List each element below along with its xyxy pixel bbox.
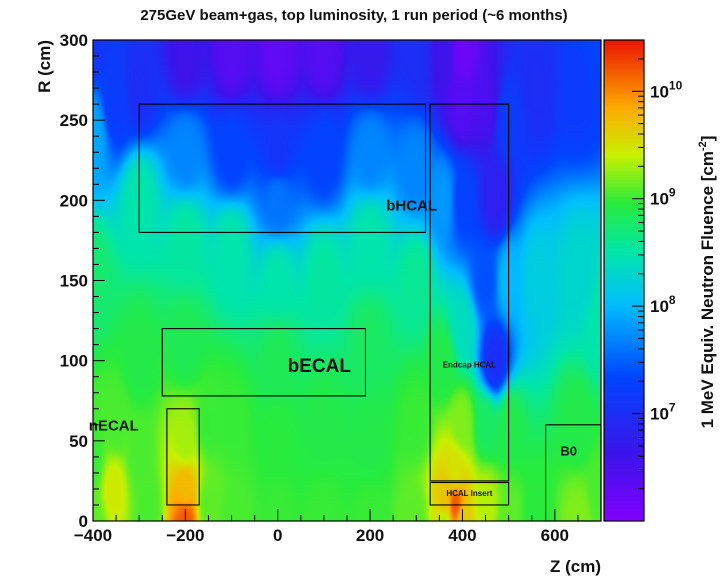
- y-tick-label: 200: [60, 191, 88, 210]
- y-tick-label: 150: [60, 272, 88, 291]
- colorbar-tick-exp: 9: [669, 186, 676, 200]
- x-tick-label: 600: [541, 526, 569, 545]
- region-box-hcal-insert: [429, 481, 510, 506]
- x-axis-label: Z (cm): [550, 557, 601, 576]
- fluence-heatmap: [93, 40, 601, 521]
- region-box-becal: [161, 328, 367, 397]
- colorbar-frame: [603, 39, 645, 522]
- x-axis-ticks: −400 −200 0 200 400 600: [74, 509, 602, 545]
- x-tick-label: 400: [448, 526, 476, 545]
- y-tick-label: 300: [60, 31, 88, 50]
- region-label-necal: nECAL: [89, 417, 139, 434]
- plot-area: [92, 39, 602, 522]
- colorbar-tick-base: 10: [650, 82, 669, 101]
- x-tick-label: −400: [74, 526, 112, 545]
- region-label-bhcal: bHCAL: [386, 198, 437, 215]
- region-box-b0: [545, 424, 602, 522]
- colorbar-tick-label: 1010: [650, 78, 683, 101]
- y-tick-label: 50: [69, 432, 88, 451]
- region-label-b0: B0: [560, 443, 577, 458]
- y-tick-label: 100: [60, 352, 88, 371]
- colorbar-label-sup: -2: [697, 141, 709, 151]
- x-tick-label: 0: [273, 526, 282, 545]
- region-box-endcap-hcal: [429, 103, 510, 482]
- y-tick-label: 0: [79, 512, 88, 531]
- colorbar-tick-exp: 10: [669, 78, 683, 92]
- colorbar-tick-label: 108: [650, 293, 676, 316]
- x-tick-label: −200: [166, 526, 204, 545]
- colorbar-tick-base: 10: [650, 190, 669, 209]
- y-tick-label: 250: [60, 111, 88, 130]
- colorbar-label-close: ]: [698, 136, 717, 142]
- region-box-necal: [166, 408, 200, 506]
- colorbar-tick-base: 10: [650, 405, 669, 424]
- colorbar-tick-label: 107: [650, 401, 676, 424]
- colorbar-tick-label: 109: [650, 186, 676, 209]
- colorbar-label-text: 1 MeV Equiv. Neutron Fluence [cm: [698, 151, 717, 428]
- colorbar-gradient: [604, 40, 644, 521]
- colorbar-tick-base: 10: [650, 297, 669, 316]
- y-axis-ticks: 0 50 100 150 200 250 300: [60, 31, 105, 531]
- x-tick-label: 200: [356, 526, 384, 545]
- colorbar-tick-exp: 8: [669, 293, 676, 307]
- y-axis-label: R (cm): [35, 40, 54, 93]
- chart-title: 275GeV beam+gas, top luminosity, 1 run p…: [140, 7, 567, 24]
- colorbar-tick-exp: 7: [669, 401, 676, 415]
- region-label-endcap-hcal: Endcap HCAL: [443, 361, 496, 370]
- region-box-bhcal: [138, 103, 427, 233]
- region-label-hcal-insert: HCAL Insert: [446, 489, 492, 498]
- colorbar-label: 1 MeV Equiv. Neutron Fluence [cm-2]: [697, 136, 717, 429]
- detector-regions: bHCAL bECAL nECAL Endcap HCAL HCAL Insert B0: [89, 103, 602, 522]
- region-label-becal: bECAL: [288, 356, 352, 377]
